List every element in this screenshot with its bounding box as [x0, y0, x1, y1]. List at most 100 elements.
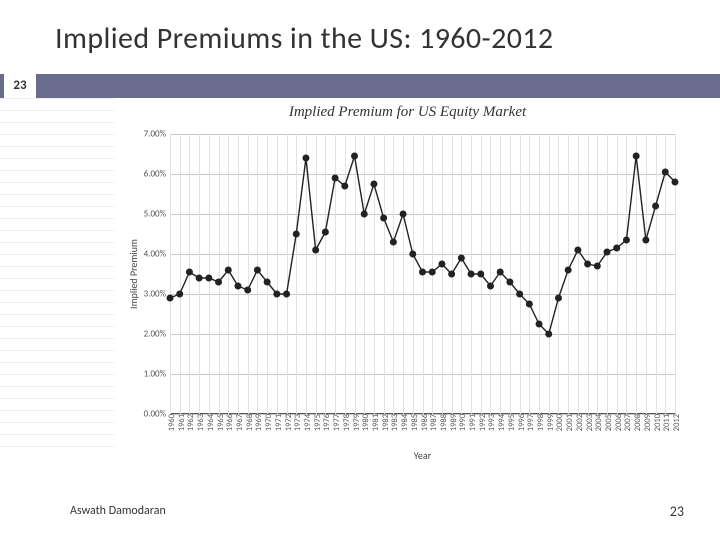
x-tick-label: 1969	[254, 414, 264, 431]
y-tick-label: 7.00%	[144, 129, 166, 140]
x-tick-label: 1977	[332, 414, 342, 431]
series-marker	[594, 263, 600, 269]
x-tick-label: 1974	[303, 414, 313, 431]
series-marker	[284, 291, 290, 297]
series-marker	[216, 279, 222, 285]
series-marker	[313, 247, 319, 253]
series-marker	[633, 153, 639, 159]
x-tick-label: 2000	[555, 414, 565, 431]
x-tick-label: 1973	[293, 414, 303, 431]
series-marker	[303, 155, 309, 161]
x-tick-label: 1984	[400, 414, 410, 431]
series-marker	[439, 261, 445, 267]
x-tick-label: 1994	[497, 414, 507, 431]
series-marker	[536, 321, 542, 327]
slide-number-badge: 23	[0, 74, 36, 98]
accent-bar: 23	[0, 74, 720, 98]
series-marker	[274, 291, 280, 297]
series-marker	[546, 331, 552, 337]
series-marker	[614, 245, 620, 251]
x-tick-label: 1993	[487, 414, 497, 431]
y-axis-label: Implied Premium	[127, 134, 140, 414]
x-tick-label: 1971	[274, 414, 284, 431]
footer-page-number: 23	[670, 503, 684, 520]
series-marker	[662, 169, 668, 175]
series-marker	[293, 231, 299, 237]
x-axis-label: Year	[170, 449, 675, 462]
series-marker	[235, 283, 241, 289]
x-tick-label: 1990	[458, 414, 468, 431]
series-marker	[332, 175, 338, 181]
plot-area: 0.00%1.00%2.00%3.00%4.00%5.00%6.00%7.00%…	[170, 134, 675, 414]
series-marker	[381, 215, 387, 221]
x-tick-label: 1964	[206, 414, 216, 431]
series-marker	[225, 267, 231, 273]
x-tick-label: 2009	[643, 414, 653, 431]
x-tick-label: 1966	[225, 414, 235, 431]
series-marker	[352, 153, 358, 159]
x-tick-label: 1985	[410, 414, 420, 431]
series-marker	[429, 269, 435, 275]
y-tick-label: 2.00%	[144, 329, 166, 340]
x-tick-label: 1983	[390, 414, 400, 431]
x-tick-label: 2002	[575, 414, 585, 431]
y-tick-label: 1.00%	[144, 369, 166, 380]
series-marker	[653, 203, 659, 209]
x-tick-label: 1995	[507, 414, 517, 431]
series-marker	[390, 239, 396, 245]
slide: Implied Premiums in the US: 1960-2012 23…	[0, 0, 720, 540]
series-marker	[604, 249, 610, 255]
series-marker	[196, 275, 202, 281]
series-marker	[517, 291, 523, 297]
series-marker	[254, 267, 260, 273]
chart-title: Implied Premium for US Equity Market	[115, 104, 700, 121]
x-tick-label: 2012	[672, 414, 682, 431]
series-marker	[478, 271, 484, 277]
series-marker	[371, 181, 377, 187]
series-marker	[672, 179, 678, 185]
x-tick-label: 1960	[167, 414, 177, 431]
series-marker	[206, 275, 212, 281]
series-marker	[400, 211, 406, 217]
series-marker	[177, 291, 183, 297]
series-marker	[526, 301, 532, 307]
gridline-v	[675, 134, 676, 414]
series-marker	[468, 271, 474, 277]
series-marker	[264, 279, 270, 285]
y-tick-label: 3.00%	[144, 289, 166, 300]
x-tick-label: 2005	[604, 414, 614, 431]
x-tick-label: 1967	[235, 414, 245, 431]
series-marker	[361, 211, 367, 217]
series-marker	[623, 237, 629, 243]
x-tick-label: 1980	[361, 414, 371, 431]
series-marker	[575, 247, 581, 253]
series-marker	[186, 269, 192, 275]
series-marker	[245, 287, 251, 293]
series-marker	[555, 295, 561, 301]
page-title: Implied Premiums in the US: 1960-2012	[55, 20, 690, 57]
x-tick-label: 1986	[420, 414, 430, 431]
y-tick-label: 6.00%	[144, 169, 166, 180]
x-tick-label: 1978	[342, 414, 352, 431]
x-tick-label: 1981	[371, 414, 381, 431]
x-tick-label: 2007	[623, 414, 633, 431]
x-tick-label: 1963	[196, 414, 206, 431]
x-tick-label: 2011	[662, 414, 672, 431]
x-tick-label: 2008	[633, 414, 643, 431]
series-marker	[565, 267, 571, 273]
x-tick-label: 1962	[186, 414, 196, 431]
series-marker	[167, 295, 173, 301]
x-tick-label: 2001	[565, 414, 575, 431]
series-marker	[322, 229, 328, 235]
series-marker	[458, 255, 464, 261]
chart-panel: Implied Premium for US Equity Market Imp…	[115, 98, 700, 468]
series-marker	[497, 269, 503, 275]
y-tick-label: 4.00%	[144, 249, 166, 260]
x-tick-label: 1998	[536, 414, 546, 431]
x-tick-label: 1997	[526, 414, 536, 431]
y-tick-label: 5.00%	[144, 209, 166, 220]
footer-author: Aswath Damodaran	[70, 504, 166, 518]
x-tick-label: 2004	[594, 414, 604, 431]
series-marker	[410, 251, 416, 257]
x-tick-label: 1991	[468, 414, 478, 431]
